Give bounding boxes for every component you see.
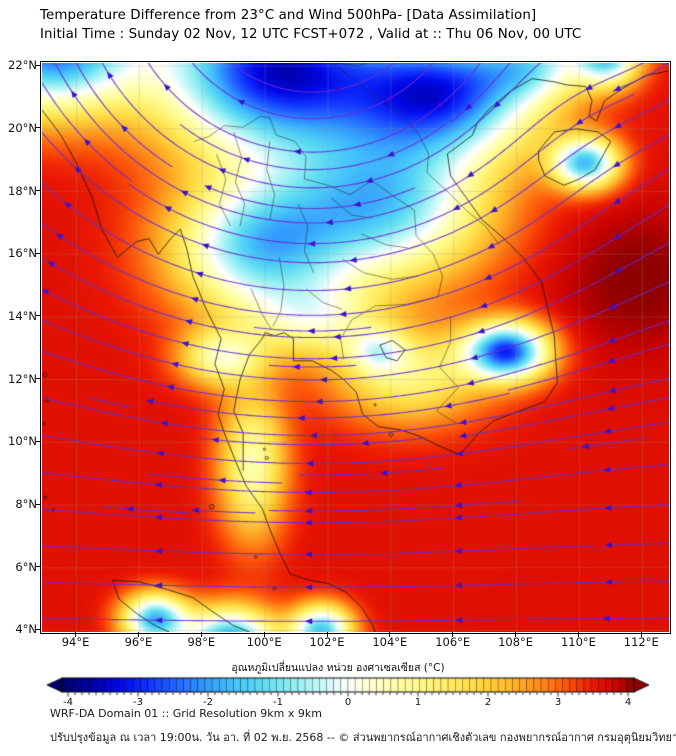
colorbar-label: อุณหภูมิเปลี่ยนแปลง หน่วย องศาเซลเซียส (… (231, 662, 445, 674)
lat-tick-label: 6°N (15, 559, 37, 574)
lon-tick-label: 98°E (187, 635, 216, 649)
lon-tick-label: 108°E (498, 635, 534, 649)
colorbar-tick-label: 1 (414, 697, 422, 708)
footer-domain-info: WRF-DA Domain 01 :: Grid Resolution 9km … (50, 707, 322, 720)
lon-tick-label: 106°E (435, 635, 471, 649)
lon-tick-mark (326, 632, 328, 637)
lat-tick-mark (36, 127, 41, 129)
lat-tick-mark (36, 252, 41, 254)
lat-tick-label: 16°N (8, 246, 37, 261)
lon-tick-mark (452, 632, 454, 637)
colorbar-tick-label: 3 (554, 697, 562, 708)
colorbar-tick-label: -1 (273, 697, 283, 708)
colorbar-tick-label: 4 (624, 697, 632, 708)
colorbar-canvas (45, 676, 672, 697)
lon-tick-mark (577, 632, 579, 637)
colorbar-tick-label: -3 (133, 697, 143, 708)
lat-tick-label: 12°N (8, 371, 37, 386)
page-title: Temperature Difference from 23°C and Win… (40, 8, 537, 23)
lat-tick-label: 14°N (8, 308, 37, 323)
lat-tick-label: 8°N (15, 497, 37, 512)
lat-tick-mark (36, 64, 41, 66)
lon-tick-mark (515, 632, 517, 637)
footer-update-info: ปรับปรุงข้อมูล ณ เวลา 19:00น. วัน อา. ที… (50, 731, 676, 744)
lat-tick-label: 10°N (8, 434, 37, 449)
lon-tick-label: 100°E (246, 635, 282, 649)
lat-tick-label: 20°N (8, 120, 37, 135)
lon-tick-label: 104°E (372, 635, 408, 649)
lon-tick-mark (640, 632, 642, 637)
lat-tick-mark (36, 378, 41, 380)
lon-tick-label: 110°E (560, 635, 596, 649)
colorbar-tick-label: 2 (484, 697, 492, 708)
lon-tick-label: 96°E (124, 635, 153, 649)
lon-tick-label: 94°E (61, 635, 90, 649)
lat-tick-mark (36, 628, 41, 630)
lon-tick-mark (137, 632, 139, 637)
colorbar-tick-label: 0 (344, 697, 352, 708)
lat-tick-mark (36, 503, 41, 505)
lat-tick-mark (36, 190, 41, 192)
page-subtitle: Initial Time : Sunday 02 Nov, 12 UTC FCS… (40, 27, 582, 42)
lat-tick-label: 22°N (8, 58, 37, 73)
lat-tick-mark (36, 440, 41, 442)
lat-tick-label: 18°N (8, 183, 37, 198)
colorbar-tick-label: -4 (63, 697, 73, 708)
temperature-wind-map-canvas (42, 63, 669, 632)
lon-tick-label: 102°E (309, 635, 345, 649)
lon-tick-mark (389, 632, 391, 637)
map-frame (40, 61, 671, 634)
lon-tick-label: 112°E (623, 635, 659, 649)
lat-tick-mark (36, 315, 41, 317)
lat-tick-label: 4°N (15, 622, 37, 637)
colorbar-tick-label: -2 (203, 697, 213, 708)
lon-tick-mark (200, 632, 202, 637)
lon-tick-mark (75, 632, 77, 637)
lat-tick-mark (36, 566, 41, 568)
lon-tick-mark (263, 632, 265, 637)
